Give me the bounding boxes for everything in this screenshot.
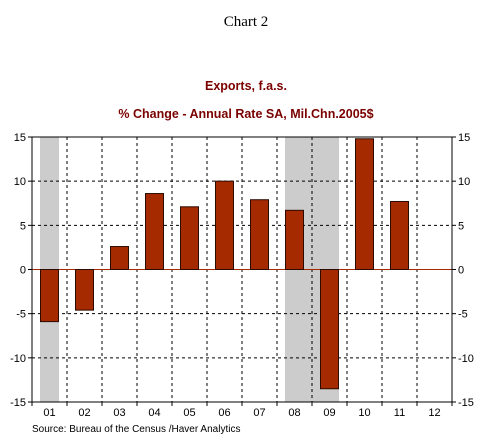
y-tick-label-right: -10 [458,353,474,365]
y-tick-label-right: 5 [458,220,464,232]
x-tick-label: 03 [113,407,125,419]
bar [180,206,199,271]
y-tick-label-right: 0 [458,265,464,277]
source-note: Source: Bureau of the Census /Haver Anal… [32,424,241,435]
y-tick-label-left: 0 [20,265,26,277]
x-tick-label: 07 [253,407,265,419]
y-tick-label-right: -5 [458,309,468,321]
chart-subtitle: % Change - Annual Rate SA, Mil.Chn.2005$ [118,107,374,121]
bar [75,269,94,311]
x-tick-label: 06 [218,407,230,419]
bar [285,209,304,270]
y-tick-label-left: 15 [14,132,26,144]
y-tick-label-left: -10 [10,353,26,365]
y-tick-label-right: 15 [458,132,470,144]
bar [215,180,234,271]
x-tick-label: 08 [288,407,300,419]
x-tick-label: 05 [183,407,195,419]
x-tick-label: 02 [78,407,90,419]
chart-title: Exports, f.a.s. [205,79,287,93]
chart-heading: Chart 2 [223,14,269,30]
y-tick-label-right: 10 [458,176,470,188]
y-tick-label-left: 10 [14,176,26,188]
x-tick-label: 09 [323,407,335,419]
x-tick-label: 10 [358,407,370,419]
bar [355,138,374,270]
y-tick-label-left: 5 [20,220,26,232]
bar [40,269,59,323]
y-tick-label-left: -15 [10,397,26,409]
y-tick-label-right: -15 [458,397,474,409]
x-tick-label: 11 [394,407,405,419]
bar [145,193,164,271]
bar [250,199,269,270]
x-tick-label: 04 [148,407,160,419]
x-tick-label: 12 [428,407,440,419]
bar [390,200,409,271]
bar [320,269,339,390]
y-tick-label-left: -5 [16,309,26,321]
bar [110,246,129,271]
x-tick-label: 01 [43,407,55,419]
